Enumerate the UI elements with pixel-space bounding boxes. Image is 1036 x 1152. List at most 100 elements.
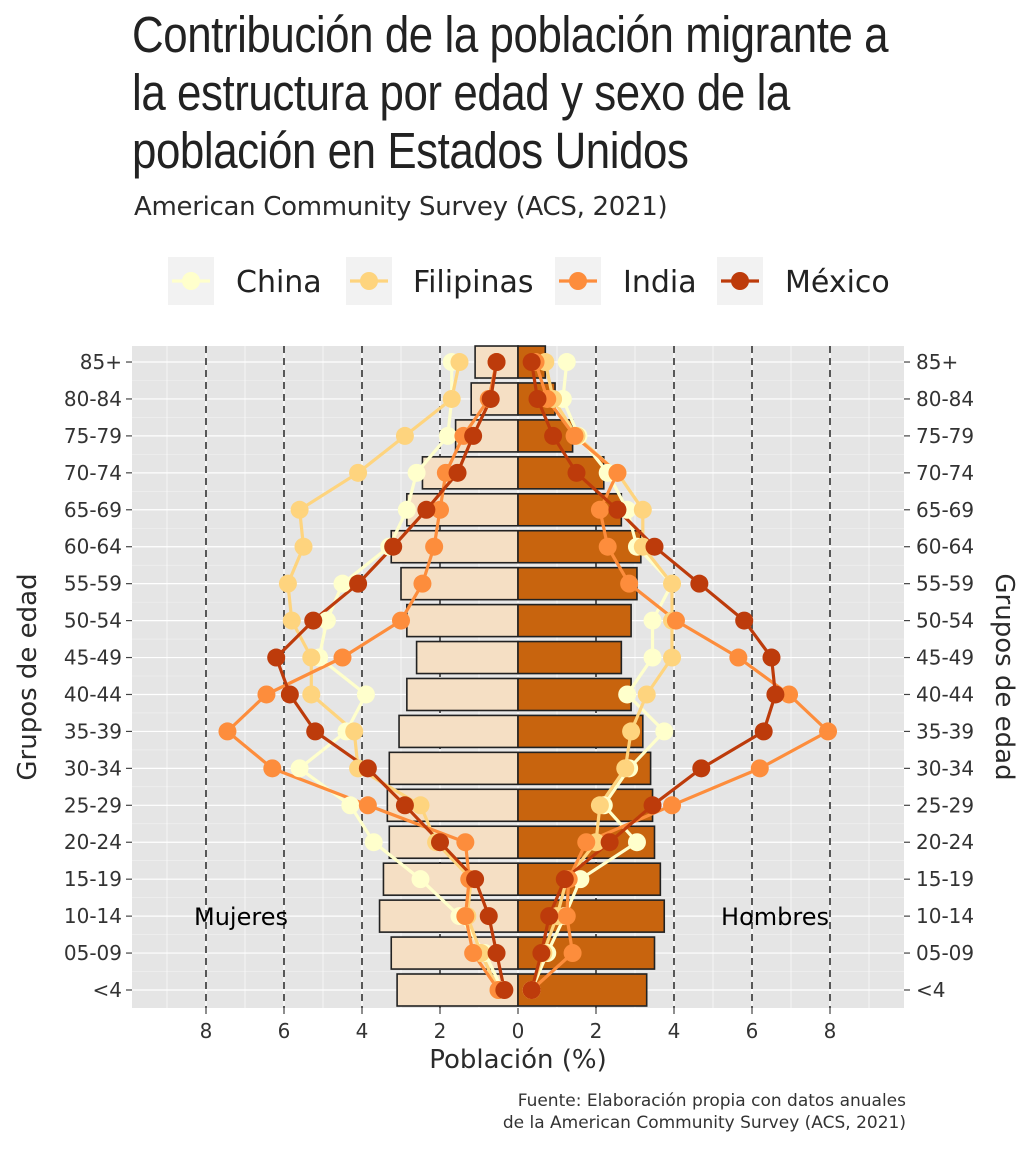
grid-lines (132, 346, 904, 1008)
series-point-hombres (620, 574, 639, 593)
series-point-mujeres (442, 389, 461, 408)
y-tick-label-left: 65-69 (64, 498, 122, 522)
series-point-mujeres (302, 685, 321, 704)
x-tick-label: 4 (668, 1019, 681, 1043)
y-tick-label-left: 25-29 (64, 793, 122, 817)
x-tick-label: 6 (746, 1019, 759, 1043)
series-point-mujeres (450, 353, 469, 372)
x-tick-label: 0 (512, 1019, 525, 1043)
bar-mujeres (390, 529, 519, 564)
bar-hombres (517, 899, 666, 933)
series-point-hombres (567, 463, 586, 482)
x-tick-label: 8 (824, 1019, 837, 1043)
legend-key-point (569, 272, 587, 290)
y-tick-label-right: 70-74 (916, 461, 974, 485)
bar-hombres (517, 640, 623, 675)
caption-line-1: Fuente: Elaboración propia con datos anu… (517, 1091, 906, 1111)
series-point-mujeres (384, 537, 403, 556)
x-axis-label: Población (%) (429, 1045, 606, 1075)
y-tick-label-right: 05-09 (916, 941, 974, 965)
series-point-mujeres (411, 796, 430, 815)
series-point-hombres (633, 500, 652, 519)
series-point-hombres (729, 648, 748, 667)
series-point-mujeres (417, 500, 436, 519)
bar-mujeres (382, 862, 519, 896)
bar-mujeres (388, 825, 519, 860)
series-point-mujeres (411, 870, 430, 889)
y-tick-label-left: 10-14 (64, 904, 122, 928)
series-point-mujeres (349, 463, 368, 482)
series-point-mujeres (356, 685, 375, 704)
series-point-mujeres (464, 944, 483, 963)
series-point-hombres (663, 648, 682, 667)
series-point-hombres (754, 722, 773, 741)
series-point-hombres (565, 426, 584, 445)
series-point-mujeres (495, 981, 514, 999)
series-point-mujeres (349, 574, 368, 593)
y-tick-label-right: 30-34 (916, 756, 974, 780)
series-point-mujeres (397, 500, 416, 519)
y-tick-label-right: 45-49 (916, 646, 974, 670)
legend-label: India (623, 265, 697, 300)
series-point-mujeres (392, 611, 410, 630)
series-point-hombres (522, 353, 541, 372)
series-point-mujeres (479, 907, 498, 926)
series-point-hombres (608, 500, 627, 519)
bar-hombres (517, 566, 638, 601)
caption: Fuente: Elaboración propia con datos anu… (503, 1090, 906, 1134)
series-point-mujeres (263, 759, 282, 778)
series-point-hombres (780, 685, 799, 704)
series-point-mujeres (464, 426, 483, 445)
series-point-mujeres (413, 574, 432, 593)
y-axis-label-right: Grupos de edad (989, 573, 1019, 780)
series-point-hombres (627, 833, 646, 852)
series-point-hombres (608, 463, 627, 482)
series-point-mujeres (341, 796, 360, 815)
y-tick-label-right: 85+ (916, 350, 958, 374)
series-point-hombres (690, 574, 709, 593)
y-tick-label-right: 25-29 (916, 793, 974, 817)
bar-mujeres (406, 603, 519, 638)
y-tick-label-right: 50-54 (916, 609, 974, 633)
series-point-hombres (819, 722, 838, 741)
y-tick-label-right: 20-24 (916, 830, 974, 854)
series-point-hombres (600, 833, 619, 852)
series-point-mujeres (302, 648, 321, 667)
chart-title: Contribución de la población migrante a … (132, 6, 889, 179)
y-tick-label-left: 55-59 (64, 572, 122, 596)
series-point-mujeres (280, 685, 299, 704)
y-tick-label-left: 50-54 (64, 609, 122, 633)
series-point-mujeres (345, 722, 364, 741)
series-point-hombres (532, 944, 551, 963)
series-point-mujeres (487, 353, 506, 372)
y-tick-label-right: <4 (916, 978, 945, 1002)
series-point-hombres (622, 722, 641, 741)
y-tick-label-left: 75-79 (64, 424, 122, 448)
y-tick-label-left: 05-09 (64, 941, 122, 965)
series-point-mujeres (304, 611, 323, 630)
x-tick-label: 6 (278, 1019, 291, 1043)
y-tick-label-left: 70-74 (64, 461, 122, 485)
y-tick-label-left: 60-64 (64, 535, 122, 559)
series-lines-layer (218, 353, 838, 999)
bar-hombres (517, 603, 632, 638)
y-tick-label-right: 75-79 (916, 424, 974, 448)
legend: China Filipinas India México (168, 257, 890, 305)
annotation-mujeres: Mujeres (194, 903, 288, 931)
series-point-mujeres (456, 833, 475, 852)
bar-mujeres (421, 456, 519, 490)
y-tick-label-right: 80-84 (916, 387, 974, 411)
series-point-mujeres (358, 759, 377, 778)
series-point-hombres (590, 796, 609, 815)
y-axis-label-left: Grupos de edad (13, 573, 43, 780)
series-point-hombres (577, 833, 596, 852)
series-point-mujeres (267, 648, 286, 667)
bar-hombres (517, 529, 642, 564)
y-tick-label-right: 35-39 (916, 719, 974, 743)
legend-label: México (785, 265, 890, 300)
y-tick-label-left: 45-49 (64, 646, 122, 670)
series-point-hombres (544, 426, 563, 445)
series-point-hombres (557, 353, 576, 372)
y-tick-label-right: 40-44 (916, 682, 974, 706)
chart-subtitle: American Community Survey (ACS, 2021) (134, 192, 668, 222)
